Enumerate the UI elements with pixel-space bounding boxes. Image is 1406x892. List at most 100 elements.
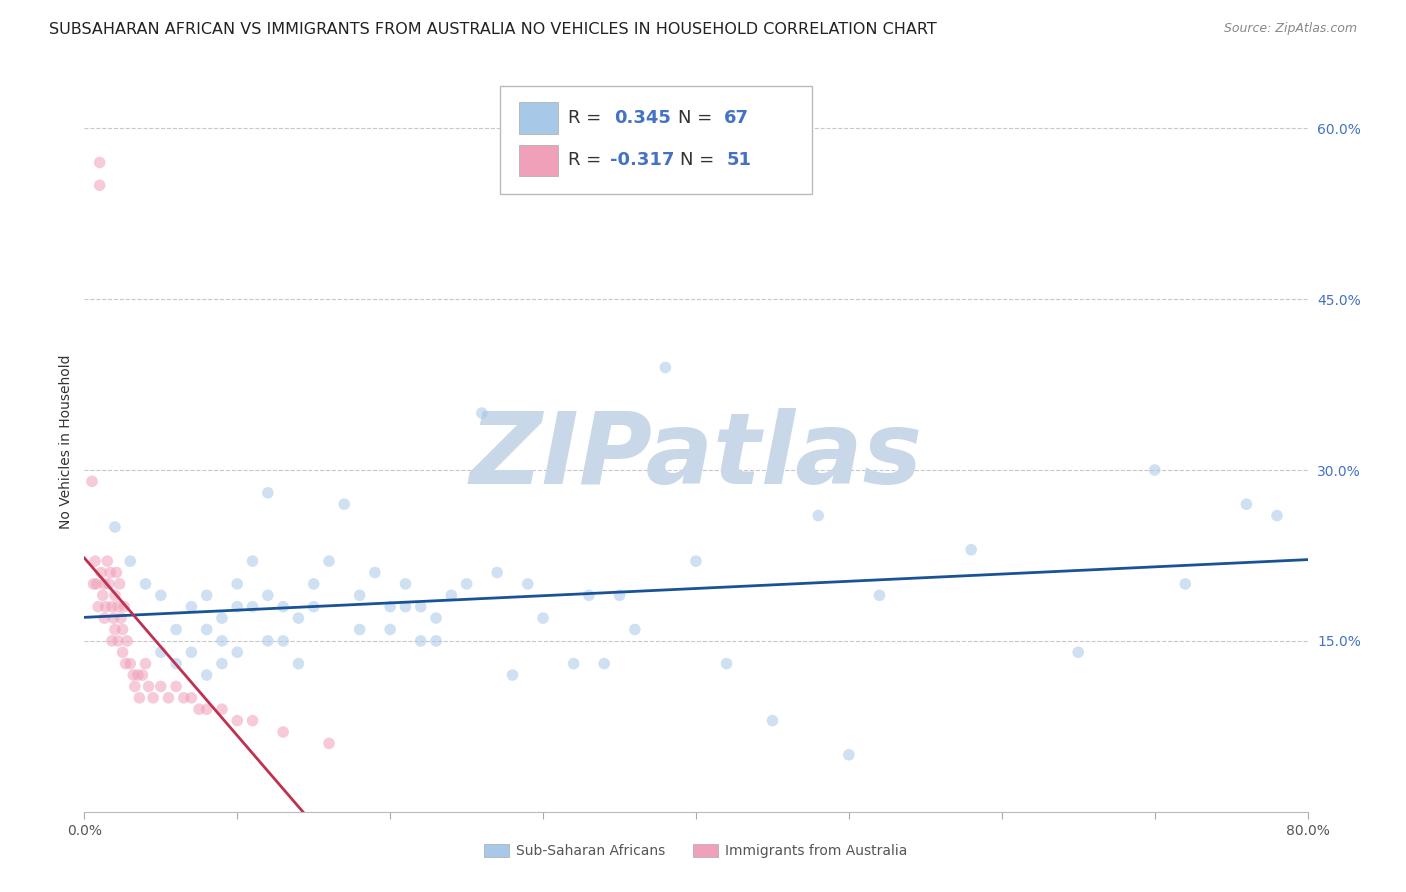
- Point: [1143, 463, 1166, 477]
- Point: [180, 645, 202, 659]
- Point: [516, 577, 538, 591]
- Text: SUBSAHARAN AFRICAN VS IMMIGRANTS FROM AUSTRALIA NO VEHICLES IN HOUSEHOLD CORRELA: SUBSAHARAN AFRICAN VS IMMIGRANTS FROM AU…: [49, 22, 936, 37]
- Point: [838, 747, 860, 762]
- Point: [108, 577, 131, 591]
- Point: [104, 520, 127, 534]
- Point: [287, 611, 309, 625]
- Text: R =: R =: [568, 109, 606, 127]
- Point: [103, 611, 125, 625]
- Point: [562, 657, 585, 671]
- FancyBboxPatch shape: [519, 103, 558, 134]
- Point: [165, 657, 187, 671]
- Point: [188, 702, 211, 716]
- FancyBboxPatch shape: [519, 145, 558, 176]
- Point: [609, 588, 631, 602]
- Point: [127, 668, 149, 682]
- Point: [287, 657, 309, 671]
- Point: [271, 599, 294, 614]
- Point: [104, 623, 127, 637]
- Point: [456, 577, 478, 591]
- Point: [394, 577, 416, 591]
- Point: [142, 690, 165, 705]
- Point: [195, 702, 218, 716]
- Point: [211, 657, 233, 671]
- Point: [195, 668, 218, 682]
- Point: [105, 566, 128, 580]
- Point: [93, 611, 115, 625]
- Point: [302, 577, 325, 591]
- Text: -0.317: -0.317: [610, 152, 675, 169]
- Text: Source: ZipAtlas.com: Source: ZipAtlas.com: [1223, 22, 1357, 36]
- Point: [89, 178, 111, 193]
- Point: [624, 623, 647, 637]
- Point: [302, 599, 325, 614]
- Point: [211, 702, 233, 716]
- Point: [115, 633, 138, 648]
- Point: [242, 554, 264, 568]
- Point: [107, 599, 129, 614]
- Point: [195, 588, 218, 602]
- Point: [409, 599, 432, 614]
- Text: 0.345: 0.345: [614, 109, 671, 127]
- Point: [195, 623, 218, 637]
- Point: [157, 690, 180, 705]
- Point: [165, 680, 187, 694]
- Point: [149, 588, 172, 602]
- Point: [96, 554, 118, 568]
- Point: [91, 588, 114, 602]
- Point: [380, 623, 402, 637]
- Point: [111, 645, 134, 659]
- Point: [257, 633, 280, 648]
- Point: [98, 566, 121, 580]
- Point: [394, 599, 416, 614]
- Point: [257, 588, 280, 602]
- Point: [90, 566, 112, 580]
- Point: [93, 577, 115, 591]
- Point: [86, 577, 108, 591]
- Point: [83, 577, 105, 591]
- Point: [124, 680, 146, 694]
- Point: [131, 668, 153, 682]
- Point: [869, 588, 891, 602]
- Point: [135, 577, 157, 591]
- Point: [486, 566, 509, 580]
- Point: [89, 155, 111, 169]
- Point: [502, 668, 524, 682]
- Text: 67: 67: [724, 109, 749, 127]
- Point: [114, 657, 136, 671]
- Point: [112, 599, 135, 614]
- Point: [242, 599, 264, 614]
- Point: [87, 599, 110, 614]
- Point: [593, 657, 616, 671]
- Point: [425, 611, 447, 625]
- Point: [578, 588, 600, 602]
- Point: [1236, 497, 1258, 511]
- Point: [211, 633, 233, 648]
- Text: N =: N =: [681, 152, 720, 169]
- Point: [101, 633, 124, 648]
- Point: [104, 588, 127, 602]
- Point: [94, 599, 117, 614]
- Point: [138, 680, 160, 694]
- Point: [654, 360, 676, 375]
- Point: [135, 657, 157, 671]
- Point: [111, 623, 134, 637]
- Point: [180, 690, 202, 705]
- Point: [333, 497, 356, 511]
- Legend: Sub-Saharan Africans, Immigrants from Australia: Sub-Saharan Africans, Immigrants from Au…: [479, 838, 912, 864]
- Point: [242, 714, 264, 728]
- Point: [349, 623, 371, 637]
- Point: [84, 554, 107, 568]
- Point: [226, 577, 249, 591]
- Text: R =: R =: [568, 152, 606, 169]
- Point: [149, 680, 172, 694]
- Point: [80, 475, 103, 489]
- Point: [1174, 577, 1197, 591]
- Point: [471, 406, 494, 420]
- Point: [165, 623, 187, 637]
- Point: [440, 588, 463, 602]
- Point: [128, 690, 150, 705]
- Point: [97, 577, 120, 591]
- Point: [101, 599, 124, 614]
- Point: [211, 611, 233, 625]
